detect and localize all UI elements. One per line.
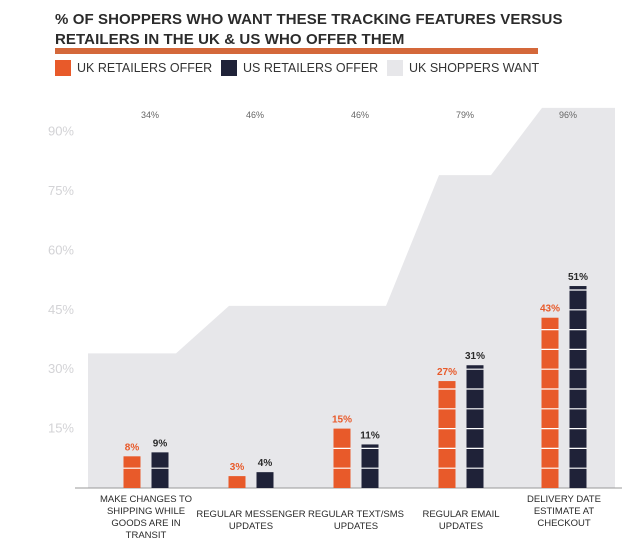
title-underline	[55, 48, 538, 54]
bar-uk-retailers	[123, 456, 141, 488]
x-category-label: MAKE CHANGES TO	[100, 494, 192, 505]
y-tick-label: 30%	[48, 361, 74, 376]
legend-label-uk-shoppers: UK SHOPPERS WANT	[409, 61, 540, 75]
bar-uk-retailers	[333, 428, 351, 488]
bar-value-label-uk: 8%	[125, 442, 140, 453]
bar-value-label-us: 31%	[465, 351, 485, 362]
x-category-label: GOODS ARE IN	[111, 518, 180, 529]
x-category-label: DELIVERY DATE	[527, 494, 601, 505]
bar-us-retailers	[361, 444, 379, 488]
bar-value-label-us: 51%	[568, 272, 588, 283]
bar-us-retailers	[151, 452, 169, 488]
y-tick-label: 60%	[48, 242, 74, 257]
x-category-label: ESTIMATE AT	[534, 506, 595, 517]
bar-value-label-us: 4%	[258, 458, 273, 469]
bar-us-retailers	[466, 365, 484, 488]
legend-item-uk-shoppers: UK SHOPPERS WANT	[387, 60, 539, 76]
x-category-label: REGULAR EMAIL	[422, 509, 499, 520]
x-category-label: UPDATES	[439, 521, 483, 532]
y-tick-label: 90%	[48, 124, 74, 139]
x-category-label: REGULAR TEXT/SMS	[308, 509, 404, 520]
legend-swatch-us-retailers	[221, 60, 237, 76]
chart-title: % OF SHOPPERS WHO WANT THESE TRACKING FE…	[55, 10, 615, 50]
bar-us-retailers	[256, 472, 274, 488]
legend-swatch-uk-shoppers	[387, 60, 403, 76]
legend-swatch-uk-retailers	[55, 60, 71, 76]
chart-title-line-2: RETAILERS IN THE UK & US WHO OFFER THEM	[55, 31, 405, 48]
bar-uk-retailers	[438, 381, 456, 488]
bar-value-label-uk: 27%	[437, 367, 457, 378]
y-tick-label: 75%	[48, 183, 74, 198]
bar-us-retailers	[569, 286, 587, 488]
legend-label-uk-retailers: UK RETAILERS OFFER	[77, 61, 213, 75]
bar-uk-retailers	[541, 317, 559, 488]
legend-item-us-retailers: US RETAILERS OFFER	[221, 60, 378, 76]
area-value-label: 46%	[351, 110, 369, 120]
x-category-label: TRANSIT	[126, 530, 167, 541]
y-tick-label: 15%	[48, 421, 74, 436]
area-value-label: 34%	[141, 110, 159, 120]
x-category-label: SHIPPING WHILE	[107, 506, 185, 517]
bar-value-label-uk: 43%	[540, 304, 560, 315]
bar-value-label-us: 9%	[153, 438, 168, 449]
area-value-label: 96%	[559, 110, 577, 120]
bar-uk-retailers	[228, 476, 246, 488]
legend-label-us-retailers: US RETAILERS OFFER	[243, 61, 379, 75]
area-value-label: 79%	[456, 110, 474, 120]
bar-value-label-uk: 3%	[230, 462, 245, 473]
chart-title-line-1: % OF SHOPPERS WHO WANT THESE TRACKING FE…	[55, 11, 563, 28]
area-value-label: 46%	[246, 110, 264, 120]
bar-value-label-uk: 15%	[332, 415, 352, 426]
x-category-label: REGULAR MESSENGER	[196, 509, 305, 520]
x-category-label: UPDATES	[229, 521, 273, 532]
x-category-label: UPDATES	[334, 521, 378, 532]
legend: UK RETAILERS OFFER US RETAILERS OFFER UK…	[55, 60, 615, 82]
bar-value-label-us: 11%	[360, 430, 380, 441]
x-category-label: CHECKOUT	[537, 518, 591, 529]
legend-item-uk-retailers: UK RETAILERS OFFER	[55, 60, 212, 76]
y-tick-label: 45%	[48, 302, 74, 317]
